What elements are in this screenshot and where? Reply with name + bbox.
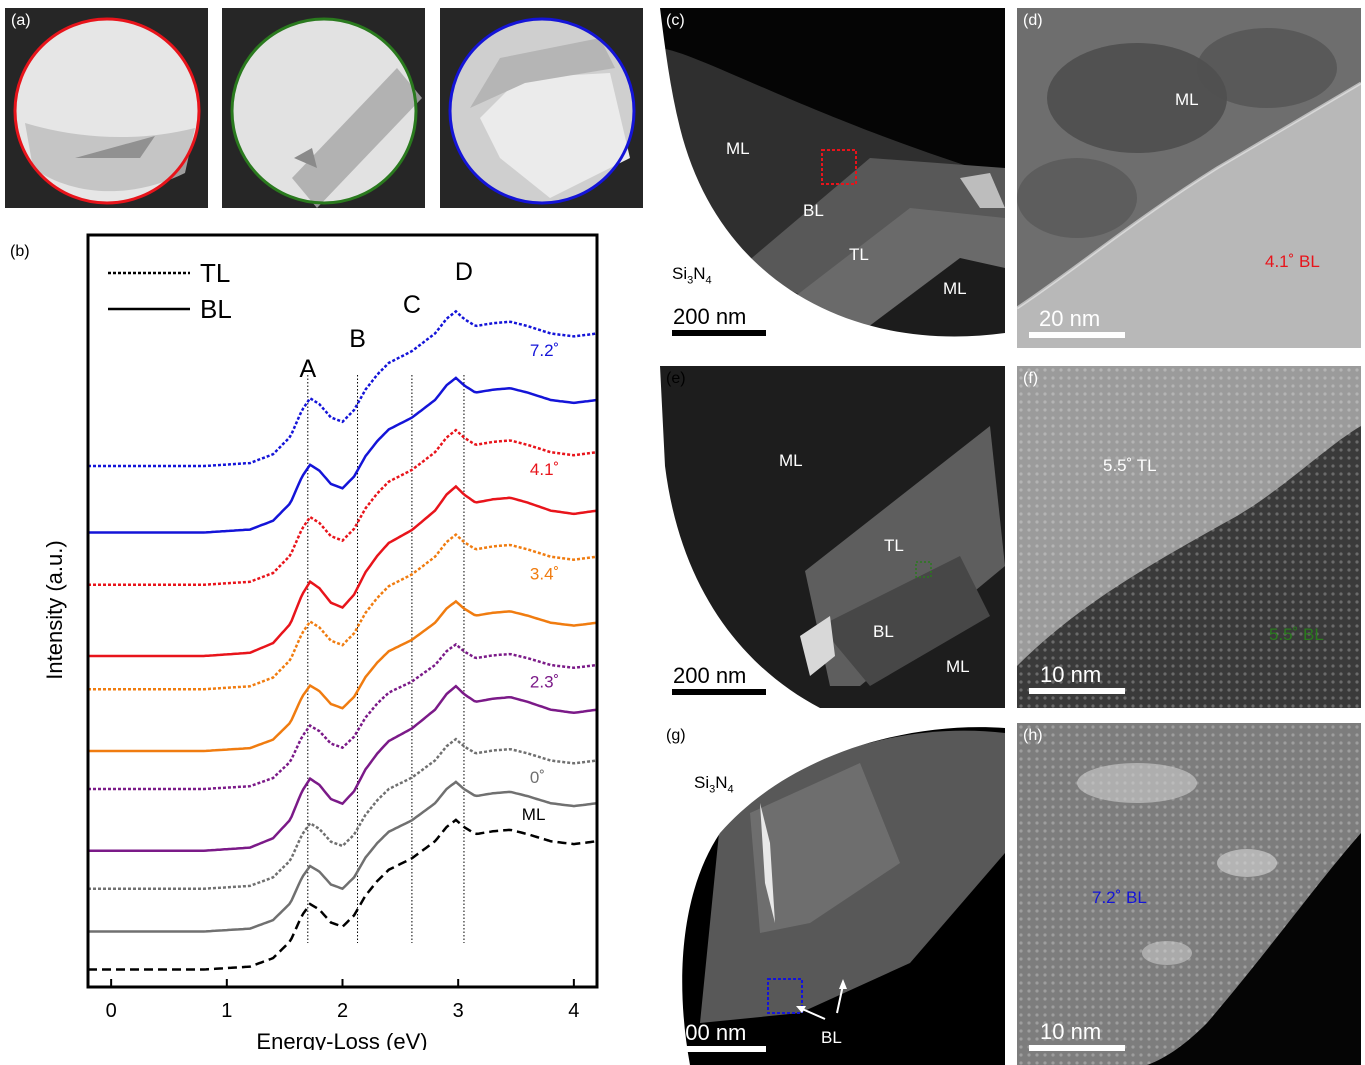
panel-f-tl: 5.5˚ TL <box>1103 456 1157 475</box>
panel-g-scale-bar <box>672 1046 766 1052</box>
panel-c-label: (c) <box>666 12 685 29</box>
panel-f-image <box>1017 366 1361 708</box>
panel-f: (f) 5.5˚ TL 5.5˚ BL 10 nm <box>1017 366 1361 708</box>
spectrum-trace <box>88 428 598 587</box>
panel-a-image-2-wrap <box>222 8 425 208</box>
peak-marker-label: C <box>403 291 421 319</box>
panel-e-ml-2: ML <box>946 657 970 676</box>
x-tick-label: 4 <box>568 1000 579 1022</box>
x-tick-label: 3 <box>453 1000 464 1022</box>
panel-g: (g) Si3N4 BL 200 nm <box>660 723 1005 1065</box>
panel-a-image-1 <box>13 17 201 205</box>
series-angle-label: 2.3˚ <box>530 673 559 692</box>
panel-h-scale-bar <box>1029 1045 1125 1051</box>
spectrum-trace <box>88 484 598 658</box>
panel-d-scale-text: 20 nm <box>1039 306 1101 331</box>
panel-b-label: (b) <box>10 243 30 260</box>
panel-e: (e) ML TL BL ML 200 nm <box>660 366 1005 708</box>
panel-h: (h) 7.2˚ BL 10 nm <box>1017 723 1361 1065</box>
series-angle-label: 4.1˚ <box>530 460 559 479</box>
panel-d-label: (d) <box>1023 12 1043 29</box>
peak-marker-label: B <box>349 325 366 353</box>
panel-f-label: (f) <box>1023 370 1039 387</box>
panel-g-label: (g) <box>666 727 686 744</box>
panel-d-ml: ML <box>1175 90 1199 109</box>
series-angle-label: 3.4˚ <box>530 564 559 583</box>
spectra-chart: A B C D 7.2˚ 4.1˚ 3.4˚ 2.3˚ 0˚ ML 0 1 2 3 4 Intensity… <box>42 233 599 1050</box>
spectrum-trace <box>88 532 598 691</box>
legend: TL BL <box>108 258 232 324</box>
panel-f-scale-text: 10 nm <box>1040 662 1102 687</box>
panel-g-substrate: Si3N4 <box>694 773 734 796</box>
panel-g-scale-text: 200 nm <box>673 1020 747 1045</box>
x-tick-label: 1 <box>221 1000 232 1022</box>
panel-c-bl: BL <box>803 201 824 220</box>
panel-c-ml-1: ML <box>726 139 750 158</box>
spectrum-trace <box>88 684 598 853</box>
panel-h-label: (h) <box>1023 727 1043 744</box>
panel-f-scale-bar <box>1029 688 1125 694</box>
spectrum-trace <box>88 376 598 534</box>
series-angle-label: 0˚ <box>530 768 545 787</box>
peak-marker-label: A <box>299 355 316 383</box>
panel-e-bl: BL <box>873 622 894 641</box>
legend-bl: BL <box>200 294 232 324</box>
panel-c-scale-bar <box>672 330 766 336</box>
x-tick-label: 0 <box>106 1000 117 1022</box>
plot-frame <box>86 233 599 989</box>
panel-a: (a) <box>5 8 208 208</box>
panel-a-image-3 <box>448 17 636 205</box>
x-tick-label: 2 <box>337 1000 348 1022</box>
panel-c-ml-2: ML <box>943 279 967 298</box>
panel-g-image <box>660 723 1005 1065</box>
panel-f-bl: 5.5˚ BL <box>1269 625 1324 644</box>
spectrum-trace <box>88 780 598 933</box>
peak-marker-label: D <box>455 258 473 286</box>
panel-c-substrate: Si3N4 <box>672 264 712 287</box>
x-axis-label: Energy-Loss (eV) <box>256 1029 427 1050</box>
series-angle-label: 7.2˚ <box>530 341 559 360</box>
green-circle <box>230 17 418 205</box>
blue-circle <box>448 17 636 205</box>
panel-a-label: (a) <box>11 12 31 29</box>
panel-d: (d) ML 4.1˚ BL 20 nm <box>1017 8 1361 348</box>
spectrum-trace <box>88 309 598 468</box>
panel-a-image-2 <box>230 17 422 208</box>
legend-tl: TL <box>200 258 230 288</box>
panel-h-image <box>1017 723 1361 1065</box>
panel-d-annotation: 4.1˚ BL <box>1265 252 1320 271</box>
series-angle-label: ML <box>522 805 546 824</box>
panel-e-ml-1: ML <box>779 451 803 470</box>
spectrum-trace <box>88 818 598 971</box>
panel-e-scale-text: 200 nm <box>673 663 747 688</box>
spectrum-trace <box>88 599 598 753</box>
panel-c-scale-text: 200 nm <box>673 304 747 329</box>
panel-g-bl-arrow-label: BL <box>821 1028 842 1047</box>
spectrum-trace <box>88 737 598 891</box>
panel-e-label: (e) <box>666 370 686 387</box>
panel-h-annotation: 7.2˚ BL <box>1092 888 1147 907</box>
panel-e-scale-bar <box>672 689 766 695</box>
spectrum-trace <box>88 642 598 791</box>
panel-c-tl: TL <box>849 245 869 264</box>
y-axis-label: Intensity (a.u.) <box>42 540 67 679</box>
panel-c: (c) ML BL TL ML Si3N4 200 nm <box>660 8 1005 348</box>
panel-c-image <box>660 8 1005 348</box>
panel-a-image-3-wrap <box>440 8 643 208</box>
panel-d-image <box>1017 8 1361 348</box>
red-circle <box>13 17 201 205</box>
panel-e-tl: TL <box>884 536 904 555</box>
panel-d-scale-bar <box>1029 332 1125 338</box>
panel-h-scale-text: 10 nm <box>1040 1019 1102 1044</box>
panel-e-image <box>660 366 1005 708</box>
